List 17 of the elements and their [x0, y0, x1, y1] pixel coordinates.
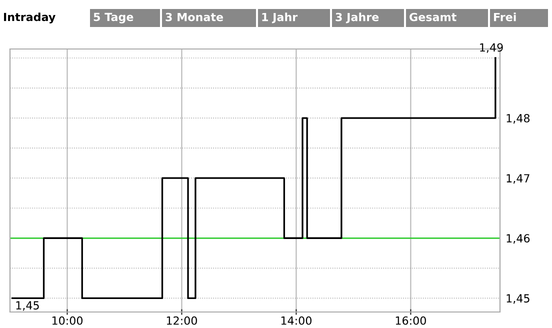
x-tick-label: 10:00 — [52, 316, 83, 325]
text: 5 Tage — [94, 12, 134, 24]
y-tick-label: 1,46 — [506, 234, 530, 244]
text: 1 Jahr — [262, 12, 298, 24]
x-tick-label: 16:00 — [396, 316, 426, 325]
y-tick-label: 1,48 — [506, 114, 530, 124]
text: 3 Monate — [166, 12, 224, 22]
text: Frei — [494, 12, 516, 22]
y-tick-label: 1,45 — [506, 294, 530, 304]
annotation: 1,45 — [16, 301, 39, 311]
annotation: 1,49 — [480, 43, 503, 53]
text: Gesamt — [410, 12, 456, 22]
x-tick-label: 14:00 — [281, 316, 312, 325]
text: Intraday — [4, 12, 56, 24]
x-tick-label: 12:00 — [166, 316, 197, 325]
text: 3 Jahre — [336, 12, 379, 24]
y-tick-label: 1,47 — [506, 174, 530, 184]
